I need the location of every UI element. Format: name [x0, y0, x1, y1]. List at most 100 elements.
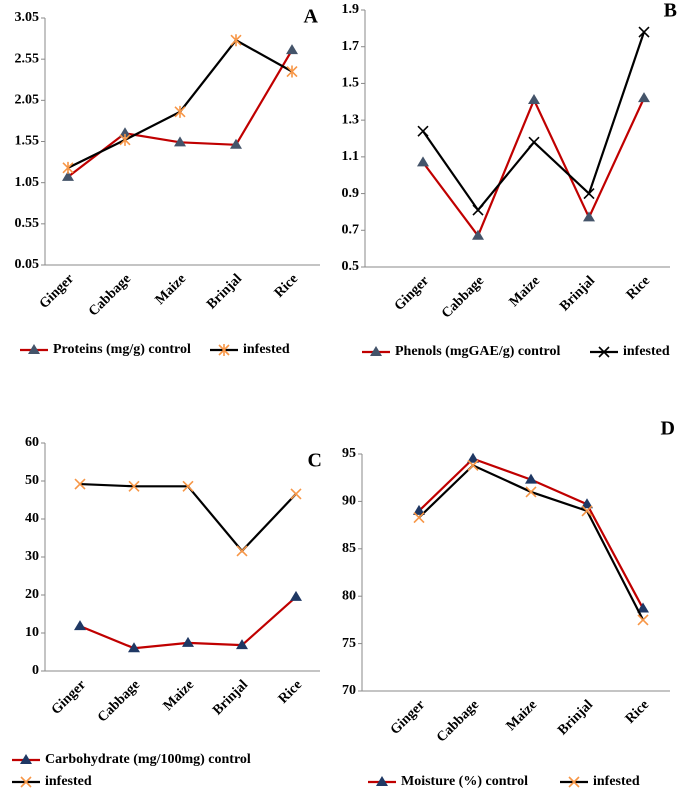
series-line	[79, 482, 297, 553]
legend-marker	[376, 776, 388, 786]
x-tick-label: Brinjal	[210, 677, 251, 718]
panel-label: A	[304, 6, 319, 28]
y-tick-label: 0.7	[342, 223, 360, 238]
point-marker	[290, 488, 302, 500]
y-tick-label: 20	[25, 587, 39, 602]
x-tick-label: Brinjal	[555, 697, 596, 738]
point-marker	[174, 136, 186, 147]
point-marker	[638, 26, 650, 38]
y-tick-label: 3.05	[15, 10, 40, 25]
point-marker	[583, 188, 595, 200]
x-tick-label: Brinjal	[204, 271, 245, 312]
point-marker	[528, 93, 540, 104]
point-marker	[472, 229, 484, 240]
legend-label: infested	[623, 344, 670, 359]
x-tick-label: Rice	[624, 273, 653, 302]
point-marker	[467, 452, 479, 463]
point-marker	[286, 65, 298, 78]
point-marker	[236, 545, 248, 557]
legend-label: infested	[593, 774, 640, 789]
y-tick-label: 1.5	[342, 76, 360, 91]
point-marker	[236, 639, 248, 650]
y-tick-label: 1.3	[342, 112, 360, 127]
point-marker	[417, 156, 429, 167]
point-marker	[119, 133, 131, 146]
y-tick-label: 30	[25, 549, 39, 564]
y-tick-label: 90	[342, 494, 356, 509]
point-marker	[637, 614, 649, 626]
legend-label: Phenols (mgGAE/g) control	[395, 344, 561, 359]
point-marker	[174, 105, 186, 118]
point-marker	[417, 125, 429, 137]
point-marker	[637, 602, 649, 613]
y-tick-label: 0.05	[15, 257, 40, 272]
point-marker	[62, 161, 74, 174]
legend-marker	[218, 344, 230, 356]
x-tick-label: Cabbage	[95, 677, 143, 725]
x-tick-label: Rice	[272, 271, 301, 300]
y-tick-label: 10	[25, 625, 39, 640]
point-marker	[182, 636, 194, 647]
legend-label: infested	[45, 774, 92, 789]
x-tick-label: Maize	[161, 677, 197, 713]
legend-label: Carbohydrate (mg/100mg) control	[45, 752, 251, 767]
y-tick-label: 0.55	[15, 216, 40, 231]
y-tick-label: 95	[342, 446, 356, 461]
point-marker	[62, 170, 74, 181]
y-tick-label: 2.55	[15, 51, 40, 66]
y-tick-label: 60	[25, 435, 39, 450]
y-tick-label: 85	[342, 541, 356, 556]
series-line	[422, 31, 646, 212]
series-line	[422, 97, 645, 239]
legend-marker	[568, 776, 580, 788]
point-marker	[583, 211, 595, 222]
y-tick-label: 40	[25, 511, 39, 526]
legend-label: Proteins (mg/g) control	[53, 342, 191, 357]
point-marker	[472, 204, 484, 216]
point-marker	[119, 127, 131, 138]
point-marker	[467, 459, 479, 471]
y-tick-label: 50	[25, 473, 39, 488]
y-tick-label: 1.55	[15, 134, 40, 149]
y-tick-label: 2.05	[15, 93, 40, 108]
point-marker	[230, 138, 242, 149]
point-marker	[413, 504, 425, 515]
point-marker	[230, 34, 242, 47]
point-marker	[290, 590, 302, 601]
y-tick-label: 70	[342, 683, 356, 698]
point-marker	[413, 511, 425, 524]
panel-label: B	[664, 0, 677, 22]
x-tick-label: Rice	[276, 677, 305, 706]
panel-label: C	[308, 450, 322, 472]
legend-marker	[370, 346, 382, 356]
x-tick-label: Cabbage	[434, 697, 482, 745]
point-marker	[525, 473, 537, 484]
x-tick-label: Maize	[504, 697, 540, 733]
legend-marker	[598, 346, 610, 358]
point-marker	[74, 620, 86, 631]
y-tick-label: 0.5	[342, 259, 360, 274]
x-tick-label: Ginger	[388, 697, 428, 737]
point-marker	[638, 92, 650, 103]
x-tick-label: Brinjal	[557, 273, 598, 314]
x-tick-label: Maize	[153, 271, 189, 307]
x-tick-label: Ginger	[37, 271, 77, 311]
y-tick-label: 75	[342, 636, 356, 651]
point-marker	[581, 498, 593, 509]
y-tick-label: 1.9	[342, 2, 360, 17]
x-tick-label: Maize	[507, 273, 543, 309]
point-marker	[128, 642, 140, 653]
legend-marker	[20, 776, 32, 788]
y-tick-label: 1.7	[342, 39, 360, 54]
y-tick-label: 80	[342, 588, 356, 603]
panel-label: D	[661, 418, 675, 440]
x-tick-label: Rice	[623, 697, 652, 726]
x-tick-label: Cabbage	[86, 271, 134, 319]
point-marker	[182, 480, 194, 492]
x-tick-label: Ginger	[49, 677, 89, 717]
legend-marker	[20, 754, 32, 764]
legend-marker	[28, 344, 40, 354]
legend-label: infested	[243, 342, 290, 357]
y-tick-label: 1.05	[15, 175, 40, 190]
